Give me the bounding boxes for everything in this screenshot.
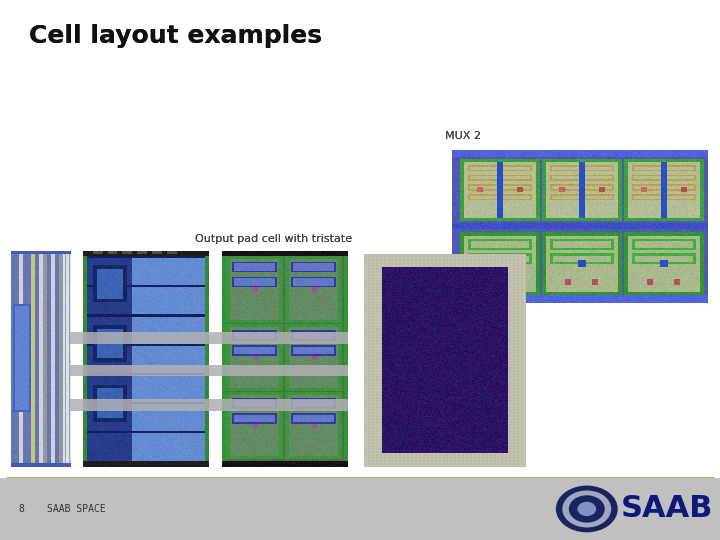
Text: Output pad cell with tristate: Output pad cell with tristate xyxy=(195,234,352,244)
Circle shape xyxy=(578,502,595,515)
Text: Output pad cell with tristate: Output pad cell with tristate xyxy=(195,234,352,244)
Bar xyxy=(70,364,348,376)
Circle shape xyxy=(563,491,611,527)
Bar xyxy=(70,399,348,411)
Circle shape xyxy=(570,496,604,522)
Circle shape xyxy=(557,486,617,531)
Text: SAAB SPACE: SAAB SPACE xyxy=(47,504,106,514)
Text: SAAB: SAAB xyxy=(621,495,713,523)
Text: Cell layout examples: Cell layout examples xyxy=(29,24,322,48)
Text: MUX 2: MUX 2 xyxy=(445,131,481,141)
Text: MUX 2: MUX 2 xyxy=(445,131,481,141)
Bar xyxy=(0,478,720,540)
Text: 8: 8 xyxy=(18,504,24,514)
Text: Cell layout examples: Cell layout examples xyxy=(29,24,322,48)
Bar xyxy=(70,332,348,344)
